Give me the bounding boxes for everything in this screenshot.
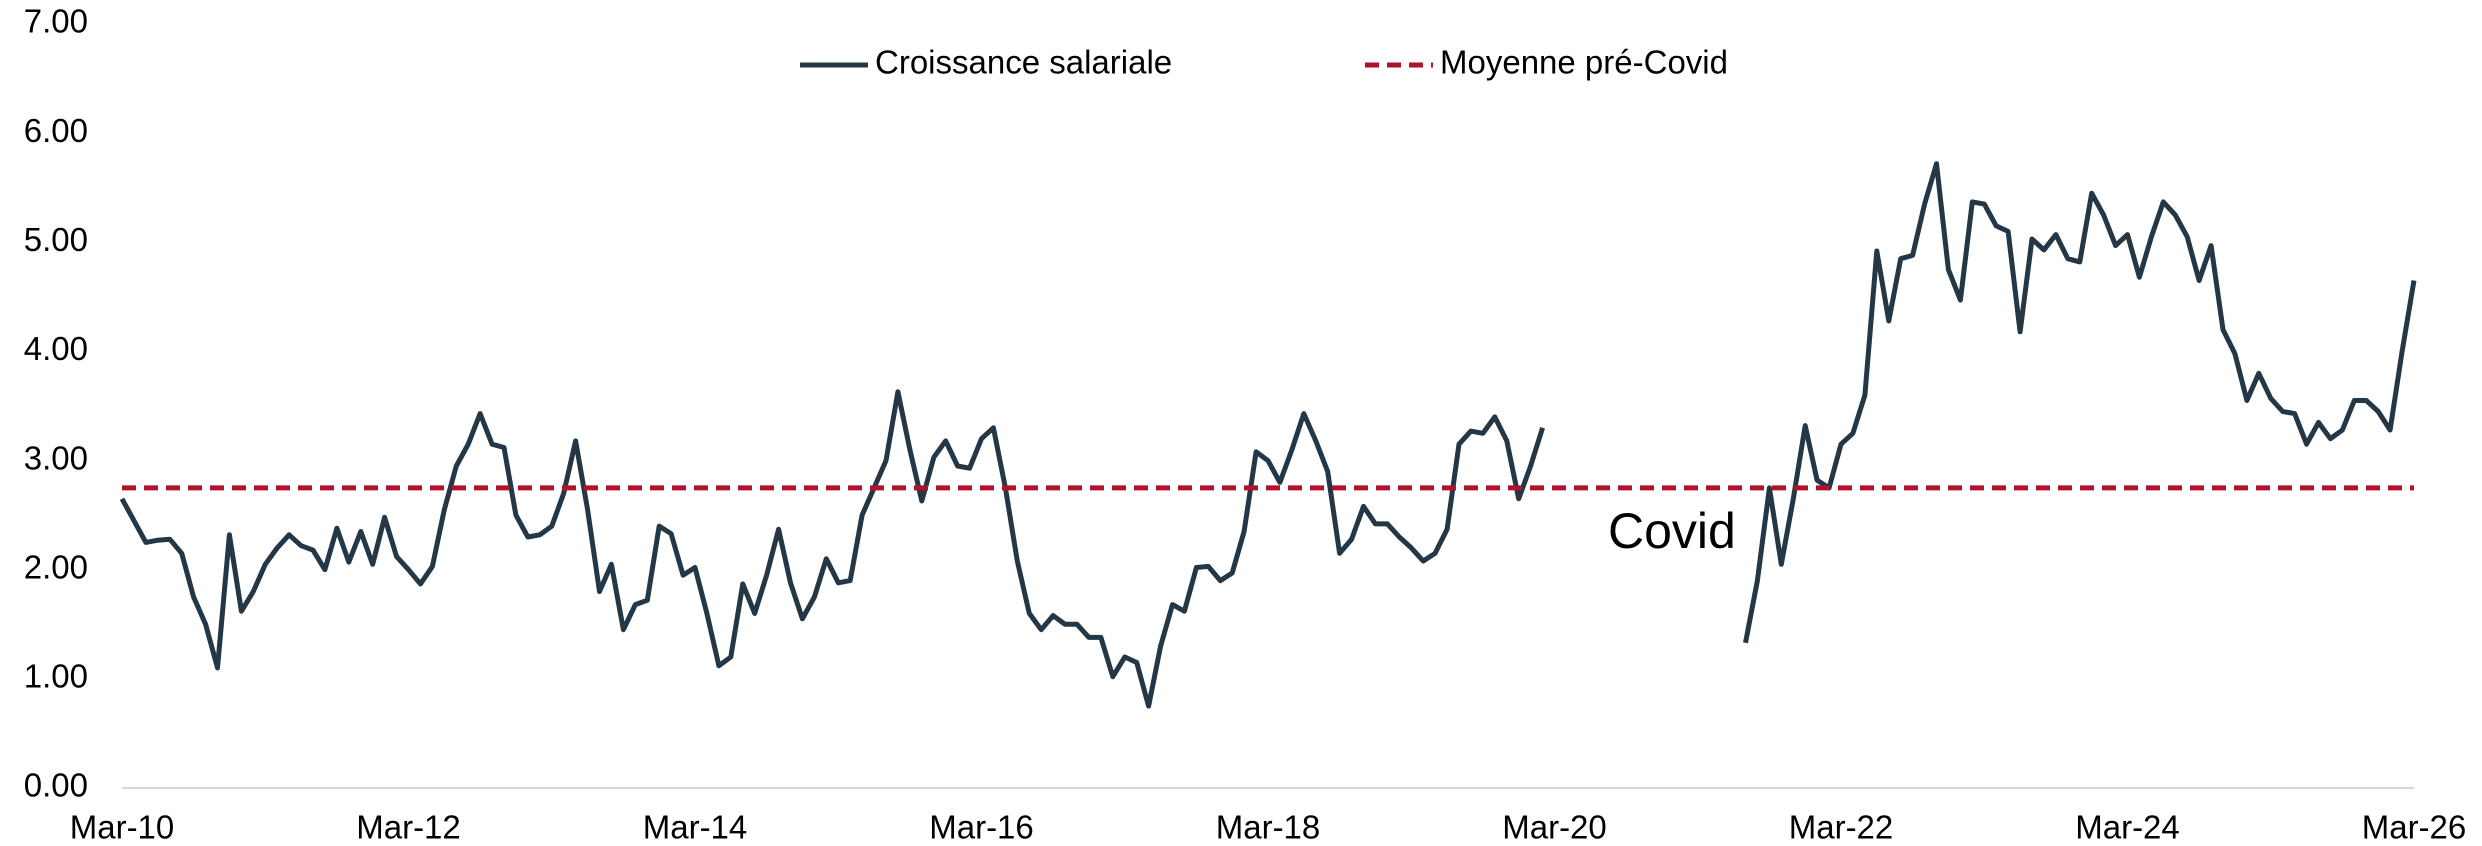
x-tick-label: Mar-18 xyxy=(1216,809,1321,846)
legend-label: Moyenne pré-Covid xyxy=(1440,44,1728,81)
y-tick-label: 0.00 xyxy=(24,767,88,804)
x-tick-label: Mar-12 xyxy=(356,809,461,846)
x-tick-label: Mar-26 xyxy=(2362,809,2467,846)
y-tick-label: 1.00 xyxy=(24,658,88,695)
x-tick-label: Mar-20 xyxy=(1502,809,1607,846)
line-series xyxy=(119,161,2417,709)
x-tick-label: Mar-22 xyxy=(1789,809,1894,846)
y-tick-label: 7.00 xyxy=(24,3,88,40)
x-tick-label: Mar-16 xyxy=(929,809,1034,846)
y-tick-label: 6.00 xyxy=(24,112,88,149)
annotation: Covid xyxy=(1608,503,1736,559)
y-tick-label: 4.00 xyxy=(24,330,88,367)
x-tick-label: Mar-10 xyxy=(70,809,175,846)
y-tick-label: 3.00 xyxy=(24,439,88,476)
y-tick-label: 5.00 xyxy=(24,221,88,258)
y-tick-label: 2.00 xyxy=(24,548,88,585)
x-tick-label: Mar-14 xyxy=(643,809,748,846)
x-tick-label: Mar-24 xyxy=(2075,809,2180,846)
legend-label: Croissance salariale xyxy=(875,44,1172,81)
